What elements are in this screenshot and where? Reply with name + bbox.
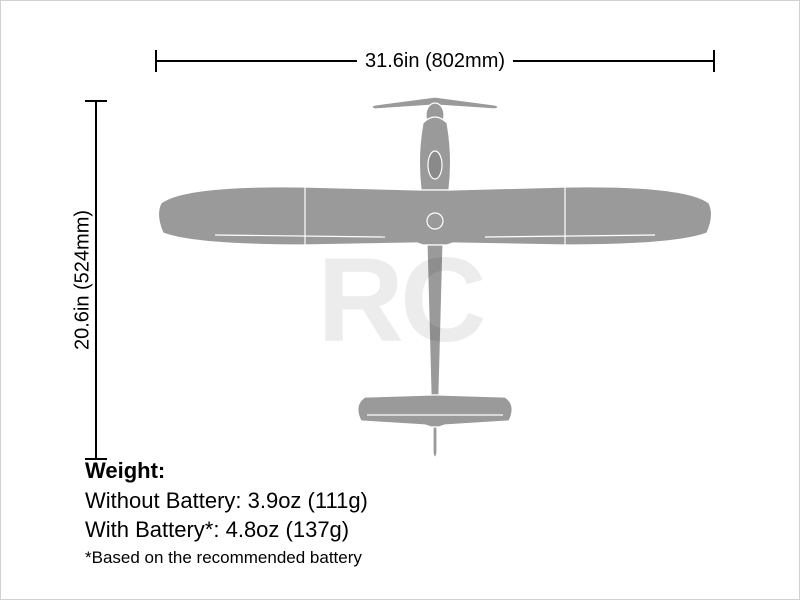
aircraft-svg [155, 95, 715, 465]
dimension-endcap [155, 50, 157, 72]
length-label: 20.6in (524mm) [72, 202, 95, 358]
wingspan-dimension: 31.6in (802mm) [155, 60, 715, 61]
weight-title: Weight: [85, 456, 368, 486]
aircraft-silhouette [155, 95, 715, 465]
weight-without-battery: Without Battery: 3.9oz (111g) [85, 486, 368, 516]
length-dimension: 20.6in (524mm) [95, 100, 96, 460]
wingspan-label: 31.6in (802mm) [357, 50, 513, 73]
dimension-line [95, 100, 97, 460]
dimension-endcap [713, 50, 715, 72]
weight-footnote: *Based on the recommended battery [85, 547, 368, 570]
diagram-area: 31.6in (802mm) 20.6in (524mm) [0, 0, 800, 600]
weight-with-battery: With Battery*: 4.8oz (137g) [85, 515, 368, 545]
dimension-endcap [85, 100, 107, 102]
weight-block: Weight: Without Battery: 3.9oz (111g) Wi… [85, 456, 368, 570]
